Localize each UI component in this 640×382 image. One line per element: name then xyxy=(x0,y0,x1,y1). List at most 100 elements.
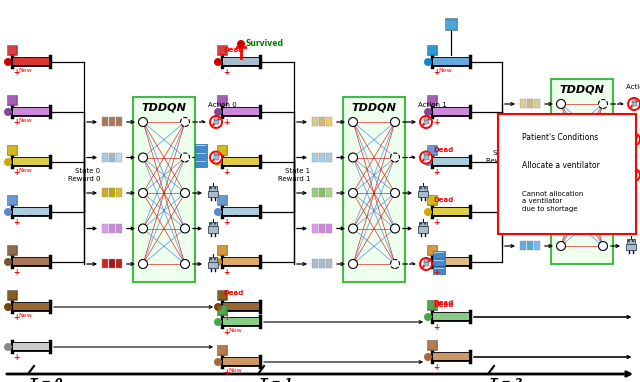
Bar xyxy=(13,58,49,65)
Bar xyxy=(424,259,428,262)
Circle shape xyxy=(4,303,12,311)
Bar xyxy=(527,241,533,250)
Circle shape xyxy=(424,108,432,116)
Bar xyxy=(424,152,428,155)
Text: State 0
Reward 0: State 0 Reward 0 xyxy=(67,168,100,182)
Bar xyxy=(520,170,526,179)
Text: Dead: Dead xyxy=(433,147,453,153)
Bar xyxy=(133,97,195,282)
Bar xyxy=(195,144,207,151)
Bar xyxy=(418,191,428,197)
Bar xyxy=(508,194,513,198)
Bar xyxy=(326,188,332,197)
Bar xyxy=(208,262,218,268)
Circle shape xyxy=(424,158,432,166)
Bar xyxy=(196,153,206,154)
Bar xyxy=(217,95,227,105)
Bar xyxy=(427,340,437,350)
Bar xyxy=(632,99,636,102)
Text: State 2
Reward 2: State 2 Reward 2 xyxy=(486,150,518,164)
Circle shape xyxy=(557,99,566,108)
Bar xyxy=(434,268,444,269)
Circle shape xyxy=(424,353,432,361)
Bar xyxy=(627,239,635,243)
Bar xyxy=(208,191,218,197)
Bar xyxy=(217,195,227,205)
Bar xyxy=(534,99,540,108)
Bar xyxy=(632,173,637,177)
Circle shape xyxy=(511,160,513,162)
Bar xyxy=(434,252,444,253)
Bar xyxy=(433,208,469,215)
Bar xyxy=(527,206,533,215)
Circle shape xyxy=(349,188,358,197)
Text: +: + xyxy=(223,328,229,337)
Bar xyxy=(109,152,115,162)
Bar xyxy=(214,152,218,155)
Bar xyxy=(520,206,526,215)
Circle shape xyxy=(557,241,566,251)
Text: +: + xyxy=(433,363,439,372)
Bar xyxy=(102,223,108,233)
Bar xyxy=(534,134,540,144)
Bar xyxy=(217,45,227,55)
Text: New: New xyxy=(18,118,32,123)
Text: +: + xyxy=(223,268,229,277)
Bar xyxy=(433,108,469,115)
Circle shape xyxy=(349,224,358,233)
Bar xyxy=(433,258,469,265)
Bar xyxy=(217,290,227,300)
Bar xyxy=(223,158,259,165)
Text: New: New xyxy=(228,328,242,333)
Circle shape xyxy=(424,313,432,321)
Circle shape xyxy=(598,135,607,144)
Bar xyxy=(102,259,108,268)
Text: +: + xyxy=(13,218,19,227)
Bar xyxy=(13,158,49,165)
Circle shape xyxy=(420,116,432,128)
Circle shape xyxy=(214,303,222,311)
Circle shape xyxy=(349,259,358,269)
Text: +: + xyxy=(13,268,19,277)
Bar xyxy=(326,152,332,162)
Bar xyxy=(223,258,259,265)
Bar xyxy=(424,117,428,120)
Bar xyxy=(534,170,540,179)
Circle shape xyxy=(628,98,640,110)
Bar xyxy=(102,117,108,126)
Text: Patient's Conditions: Patient's Conditions xyxy=(522,133,598,141)
Circle shape xyxy=(349,118,358,126)
Bar xyxy=(209,186,217,191)
Text: New: New xyxy=(228,368,242,373)
Circle shape xyxy=(507,160,509,162)
Text: TDDQN: TDDQN xyxy=(351,102,396,112)
Bar xyxy=(223,303,259,310)
Bar xyxy=(7,45,17,55)
Bar xyxy=(520,99,526,108)
Circle shape xyxy=(424,58,432,66)
Text: Dead: Dead xyxy=(433,300,453,306)
Bar xyxy=(326,223,332,233)
Circle shape xyxy=(503,189,517,203)
Text: Dead: Dead xyxy=(223,290,243,296)
Bar xyxy=(109,259,115,268)
Text: +: + xyxy=(13,313,19,322)
Bar xyxy=(343,97,405,282)
Text: Cannot allocation
a ventilator
due to shortage: Cannot allocation a ventilator due to sh… xyxy=(522,191,584,212)
Circle shape xyxy=(214,258,216,260)
Bar xyxy=(116,259,122,268)
Circle shape xyxy=(424,208,432,216)
Circle shape xyxy=(628,133,640,146)
Bar xyxy=(498,114,636,234)
Circle shape xyxy=(237,40,245,48)
Bar xyxy=(632,102,637,106)
Bar xyxy=(534,206,540,215)
Circle shape xyxy=(210,116,222,128)
Bar xyxy=(196,161,206,162)
Circle shape xyxy=(180,259,189,269)
Bar xyxy=(7,290,17,300)
Bar xyxy=(534,241,540,250)
Bar xyxy=(13,208,49,215)
Bar xyxy=(433,259,445,266)
Circle shape xyxy=(214,318,222,326)
